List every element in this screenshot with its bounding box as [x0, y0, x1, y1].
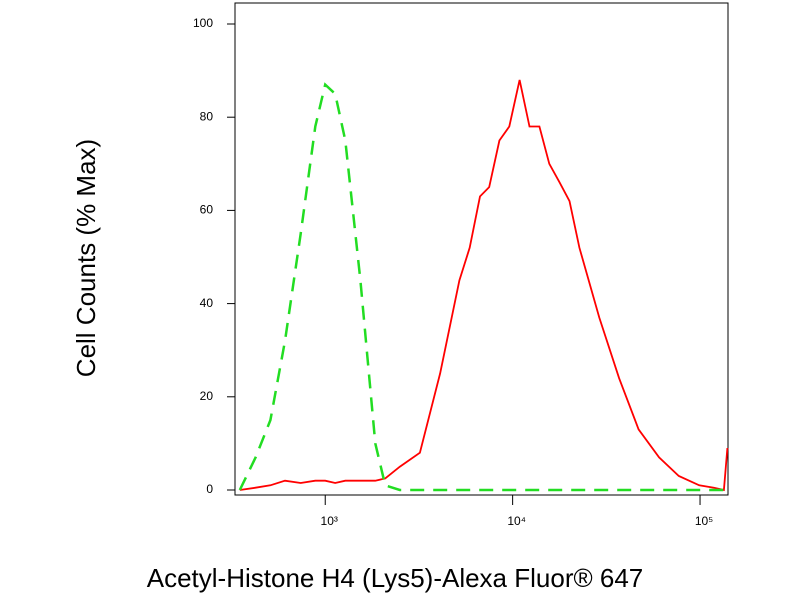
y-tick-label: 40 — [200, 296, 214, 310]
y-axis-title: Cell Counts (% Max) — [71, 139, 101, 377]
x-tick-label: 10³ — [321, 514, 338, 528]
y-tick-label: 20 — [200, 389, 214, 403]
x-axis-title: Acetyl-Histone H4 (Lys5)-Alexa Fluor® 64… — [147, 563, 644, 593]
series-line — [239, 79, 729, 492]
y-tick-label: 60 — [200, 203, 214, 217]
x-tick-label: 10⁴ — [507, 514, 526, 528]
plot-frame — [234, 2, 729, 496]
y-tick-label: 0 — [206, 482, 213, 496]
y-tick-label: 80 — [200, 109, 214, 123]
series-line — [238, 82, 728, 492]
x-tick-label: 10⁵ — [695, 514, 713, 528]
y-tick-label: 100 — [193, 16, 213, 30]
